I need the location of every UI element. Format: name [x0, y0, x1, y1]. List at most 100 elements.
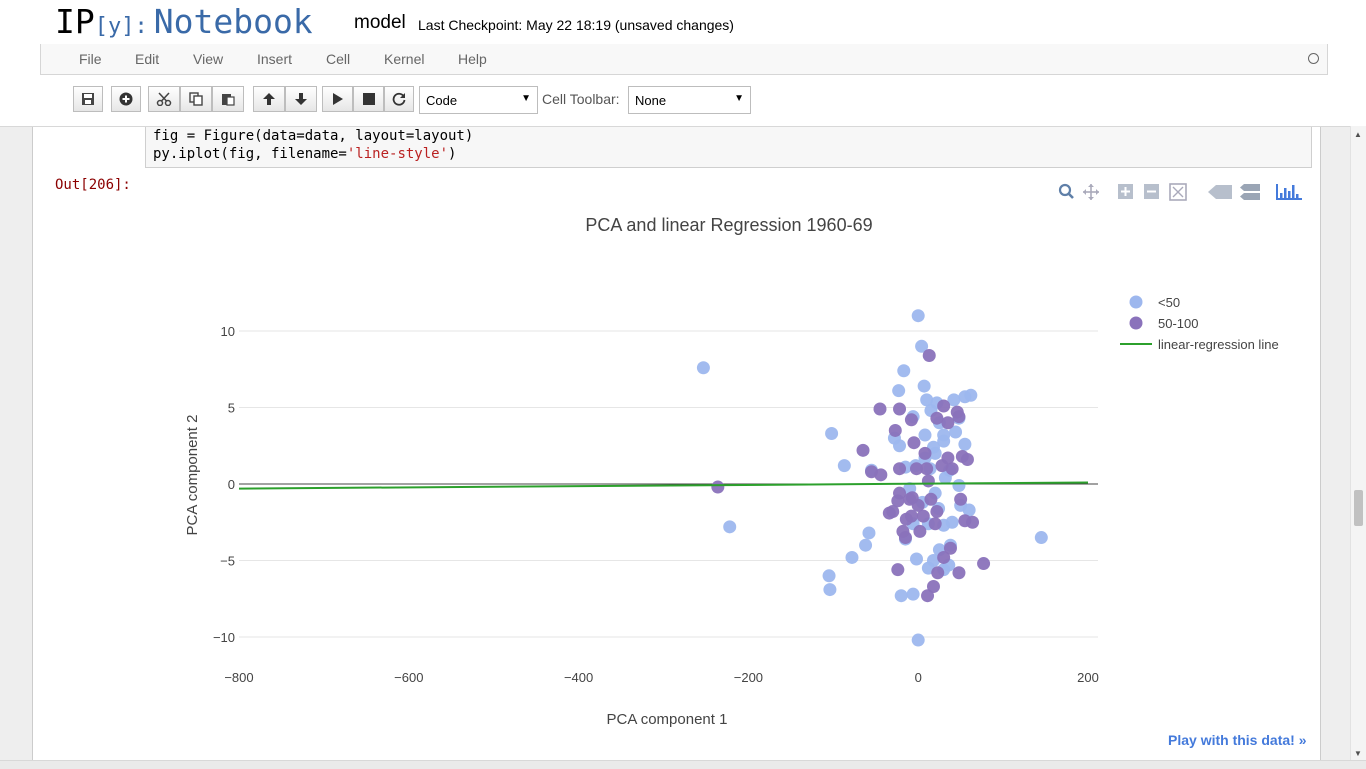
menu-file[interactable]: File: [79, 51, 102, 67]
menubar: File Edit View Insert Cell Kernel Help: [40, 44, 1328, 75]
scatter-point-50-100: [943, 541, 957, 555]
menu-cell[interactable]: Cell: [326, 51, 351, 67]
scroll-down-icon[interactable]: ▼: [1354, 749, 1362, 758]
scatter-point-50-100: [918, 446, 932, 460]
cut-icon: [156, 92, 172, 106]
scatter-point-50-100: [930, 411, 944, 425]
cell-type-select[interactable]: Code ▼: [419, 86, 538, 114]
run-button[interactable]: [322, 86, 353, 112]
scatter-point-50-100: [898, 531, 912, 545]
move-down-button[interactable]: [285, 86, 317, 112]
scatter-point-50-100: [910, 462, 924, 476]
scatter-point-lt50: [964, 388, 978, 402]
x-tick-label: 0: [915, 670, 922, 685]
restart-button[interactable]: [384, 86, 414, 112]
legend: <50 50-100 linear-regression line: [1120, 295, 1279, 352]
zoom-out-icon[interactable]: [1144, 184, 1159, 199]
scroll-up-icon[interactable]: ▲: [1354, 130, 1362, 139]
scatter-point-50-100: [952, 566, 966, 580]
plot-area: 10 5 0 −5 −10 −800 −600 −400 −200 0 200: [213, 309, 1099, 685]
y-tick-label: 10: [221, 324, 235, 339]
save-button[interactable]: [73, 86, 103, 112]
scatter-point-lt50: [894, 589, 908, 603]
stop-icon: [362, 93, 375, 105]
scatter-point-50-100: [916, 509, 930, 523]
interrupt-button[interactable]: [353, 86, 384, 112]
code-cell-input[interactable]: fig = Figure(data=data, layout=layout) p…: [145, 127, 1312, 168]
scatter-point-50-100: [904, 413, 918, 427]
zoom-icon[interactable]: [1058, 183, 1074, 199]
scatter-point-50-100: [952, 410, 966, 424]
horizontal-scrollbar[interactable]: [0, 760, 1366, 769]
scatter-point-50-100: [924, 492, 938, 506]
ipython-logo[interactable]: IP[y]: Notebook: [55, 2, 313, 42]
plotly-logo-icon[interactable]: [1276, 184, 1302, 200]
scatter-point-50-100: [922, 348, 936, 362]
scatter-point-50-100: [937, 399, 951, 413]
legend-label-50-100[interactable]: 50-100: [1158, 316, 1198, 331]
x-tick-label: 200: [1077, 670, 1099, 685]
menu-help[interactable]: Help: [458, 51, 487, 67]
hover-compare-icon[interactable]: [1240, 184, 1260, 200]
scatter-point-50-100: [893, 462, 907, 476]
scatter-point-lt50: [897, 364, 911, 378]
legend-label-lt50[interactable]: <50: [1158, 295, 1180, 310]
cell-toolbar-value: None: [635, 93, 667, 108]
y-tick-label: 0: [228, 477, 235, 492]
scatter-point-lt50: [862, 526, 876, 540]
scatter-point-lt50: [918, 428, 932, 442]
legend-marker-lt50: [1129, 295, 1143, 309]
menu-edit[interactable]: Edit: [135, 51, 160, 67]
logo-ip: IP: [55, 2, 95, 41]
scatter-point-50-100: [913, 524, 927, 538]
scatter-point-lt50: [911, 633, 925, 647]
hover-closest-icon[interactable]: [1208, 185, 1232, 199]
notebook-area: fig = Figure(data=data, layout=layout) p…: [0, 126, 1366, 761]
scatter-point-50-100: [711, 480, 725, 494]
menu-view[interactable]: View: [193, 51, 224, 67]
zoom-in-icon[interactable]: [1118, 184, 1133, 199]
scatter-point-lt50: [723, 520, 737, 534]
cell-toolbar-select[interactable]: None ▼: [628, 86, 751, 114]
scatter-point-50-100: [960, 453, 974, 467]
chart-title: PCA and linear Regression 1960-69: [585, 215, 872, 235]
menu-kernel[interactable]: Kernel: [384, 51, 425, 67]
plotly-chart[interactable]: 10 5 0 −5 −10 −800 −600 −400 −200 0 200 PCA and li…: [33, 127, 1320, 761]
scatter-point-lt50: [945, 515, 959, 529]
legend-marker-50-100: [1129, 316, 1143, 330]
scatter-point-lt50: [958, 437, 972, 451]
notebook-header: IP[y]: Notebook model Last Checkpoint: Ma…: [0, 0, 1366, 44]
copy-button[interactable]: [180, 86, 212, 112]
cut-button[interactable]: [148, 86, 180, 112]
scatter-point-lt50: [920, 393, 934, 407]
vertical-scrollbar[interactable]: ▲ ▼: [1350, 126, 1366, 760]
scatter-point-lt50: [952, 479, 966, 493]
scatter-point-50-100: [891, 494, 905, 508]
play-icon: [332, 93, 343, 105]
paste-button[interactable]: [212, 86, 244, 112]
scatter-point-lt50: [825, 427, 839, 441]
scatter-point-50-100: [931, 566, 945, 580]
scatter-point-lt50: [845, 550, 859, 564]
scatter-point-50-100: [935, 459, 949, 473]
y-tick-label: −10: [213, 630, 235, 645]
autoscale-icon[interactable]: [1169, 183, 1187, 201]
menu-insert[interactable]: Insert: [257, 51, 293, 67]
insert-cell-button[interactable]: [111, 86, 141, 112]
pan-icon[interactable]: [1083, 184, 1099, 200]
code-line: py.iplot(fig, filename='line-style'): [146, 145, 1311, 163]
scrollbar-thumb[interactable]: [1354, 490, 1363, 526]
legend-label-line[interactable]: linear-regression line: [1158, 337, 1279, 352]
scatter-point-50-100: [937, 550, 951, 564]
save-icon: [82, 93, 94, 105]
scatter-point-50-100: [873, 402, 887, 416]
scatter-point-50-100: [920, 462, 934, 476]
play-with-data-link[interactable]: Play with this data! »: [1168, 732, 1307, 748]
scatter-point-50-100: [930, 505, 944, 519]
scatter-point-lt50: [937, 434, 951, 448]
code-string: 'line-style': [346, 146, 449, 162]
scatter-point-lt50: [962, 503, 976, 517]
scatter-point-lt50: [906, 587, 920, 601]
move-up-button[interactable]: [253, 86, 285, 112]
notebook-name[interactable]: model: [354, 12, 406, 33]
